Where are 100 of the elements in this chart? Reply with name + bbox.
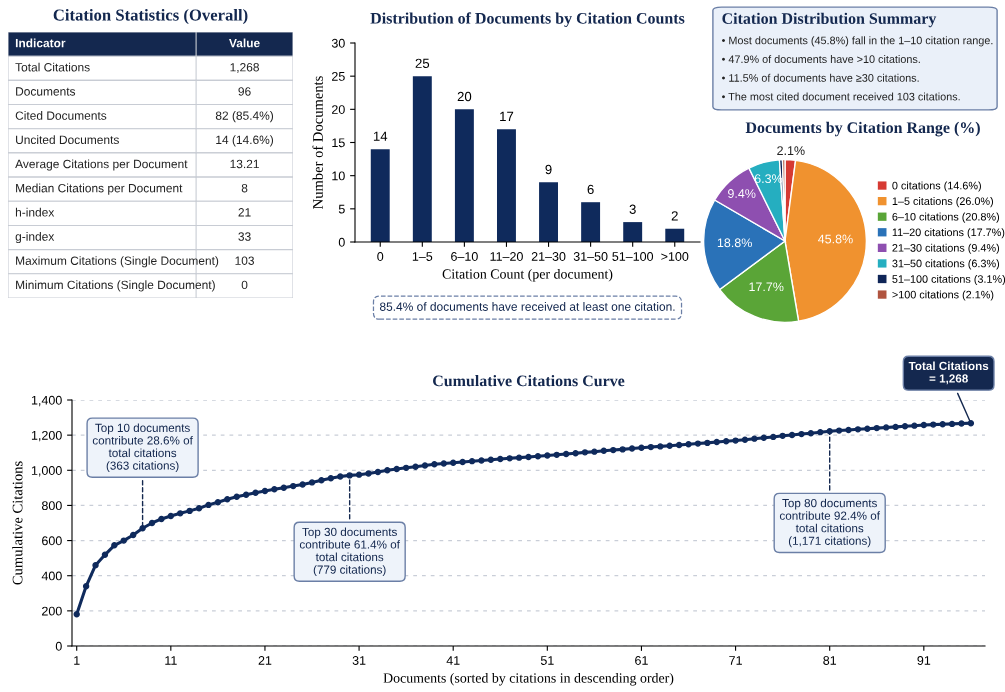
text: • 47.9% of documents have >10 citations. [722, 55, 920, 64]
text: 21 [238, 208, 251, 217]
text: Average Citations per Document [15, 159, 188, 171]
text: 96 [238, 87, 251, 96]
bar [539, 182, 558, 242]
text: Indicator [15, 38, 66, 48]
bar [623, 222, 643, 242]
x-tick-label: 11–20 [490, 252, 523, 261]
y-tick-label: 1,200 [31, 430, 62, 442]
text: • The most cited document received 103 citations. [722, 92, 960, 101]
bar [497, 129, 516, 242]
text: Documents [16, 87, 76, 96]
text: g-index [15, 231, 55, 244]
text: 33 [238, 232, 251, 241]
data-label: 14 [373, 131, 388, 141]
chart-title: Documents by Citation Range (%) [745, 121, 980, 137]
y-tick-label: 10 [332, 171, 345, 181]
x-tick-label: 51–100 [612, 252, 654, 261]
y-tick-label: 600 [42, 536, 62, 546]
x-tick-label: 81 [823, 656, 837, 665]
x-axis-title: Citation Count (per document) [442, 268, 613, 282]
bar [581, 202, 601, 242]
y-tick-label: 200 [42, 606, 62, 616]
legend-label: 0 citations (14.6%) [892, 181, 981, 192]
text: 85.4% of documents have received at least one citation. [379, 302, 675, 311]
text: 14 (14.6%) [216, 135, 274, 147]
data-label: 9.4% [728, 189, 756, 198]
y-tick-label: 5 [338, 204, 345, 214]
annotation: Top 80 documents contribute 92.4% of total citations (1,171 citations) [779, 498, 880, 548]
bar [370, 149, 390, 242]
x-tick-label: 61 [635, 656, 648, 665]
text: Cited Documents [15, 111, 107, 120]
text: Median Citations per Document [16, 183, 183, 195]
data-label: 6 [587, 184, 594, 195]
bar [412, 76, 432, 242]
text: 82 (85.4%) [215, 111, 274, 123]
y-axis-title: Number of Documents [312, 76, 323, 209]
text: Citation Statistics (Overall) [53, 8, 248, 25]
y-tick-label: 400 [41, 571, 62, 581]
text: Value [229, 38, 260, 48]
data-label: 17.7% [749, 282, 784, 292]
y-tick-label: 1,400 [31, 395, 62, 407]
annotation: Top 10 documents contribute 28.6% of total citations (363 citations) [92, 423, 193, 472]
bar [454, 109, 474, 242]
data-label: 45.8% [818, 234, 853, 244]
text: 8 [241, 183, 248, 193]
legend-label: 11–20 citations (17.7%) [892, 228, 1005, 239]
legend-label: 6–10 citations (20.8%) [892, 212, 1000, 223]
data-label: 20 [457, 91, 472, 102]
text: • Most documents (45.8%) fall in the 1–10 citation range. [722, 36, 993, 47]
text: h-index [15, 207, 55, 217]
text: Uncited Documents [16, 135, 119, 145]
y-tick-label: 25 [332, 71, 345, 81]
text: 1,268 [230, 63, 259, 73]
x-tick-label: 21–30 [531, 252, 566, 261]
data-label: 2.1% [777, 146, 805, 155]
text: Total Citations [15, 62, 90, 72]
y-tick-label: 20 [332, 105, 345, 114]
text: 0 [241, 280, 248, 290]
x-tick-label: 21 [258, 656, 272, 665]
text: 103 [235, 256, 254, 265]
y-tick-label: 0 [338, 237, 345, 247]
x-tick-label: 91 [917, 656, 931, 665]
y-tick-label: 0 [55, 641, 62, 651]
y-tick-label: 800 [41, 501, 62, 511]
legend-label: 31–50 citations (6.3%) [892, 259, 1000, 270]
x-tick-label: 1–5 [412, 252, 433, 261]
text: • 11.5% of documents have ≥30 citations. [722, 73, 919, 82]
y-tick-label: 15 [332, 138, 345, 148]
data-label: 9 [545, 164, 552, 175]
data-label: 17 [500, 111, 514, 121]
x-tick-label: 31 [352, 656, 366, 665]
bar [665, 228, 685, 242]
x-tick-label: 31–50 [573, 252, 608, 261]
text: Minimum Citations (Single Document) [16, 280, 215, 292]
chart-title: Distribution of Documents by Citation Counts [370, 12, 685, 27]
data-label: 3 [629, 204, 636, 214]
y-axis-title: Cumulative Citations [12, 461, 23, 585]
x-tick-label: >100 [661, 252, 689, 261]
y-tick-label: 1,000 [31, 466, 62, 477]
text: Citation Distribution Summary [722, 12, 937, 28]
legend-label: 51–100 citations (3.1%) [892, 274, 1005, 286]
x-axis-title: Documents (sorted by citations in descending order) [383, 672, 674, 686]
x-tick-label: 41 [446, 656, 460, 665]
data-label: 2 [671, 211, 678, 221]
legend-label: >100 citations (2.1%) [892, 290, 994, 301]
y-tick-label: 30 [331, 38, 345, 48]
annotation: Total Citations = 1,268 [908, 361, 989, 385]
data-label: 18.8% [717, 238, 752, 248]
text: Maximum Citations (Single Document) [16, 256, 219, 268]
x-tick-label: 11 [165, 656, 177, 665]
x-tick-label: 6–10 [451, 252, 478, 261]
data-label: 25 [415, 58, 430, 68]
x-tick-label: 71 [729, 656, 742, 665]
x-tick-label: 1 [74, 656, 80, 665]
text: 13.21 [230, 159, 259, 169]
annotation: Top 30 documents contribute 61.4% of total citations (779 citations) [299, 527, 400, 577]
x-tick-label: 0 [377, 252, 384, 261]
legend-label: 21–30 citations (9.4%) [892, 243, 1000, 254]
x-tick-label: 51 [540, 656, 554, 665]
